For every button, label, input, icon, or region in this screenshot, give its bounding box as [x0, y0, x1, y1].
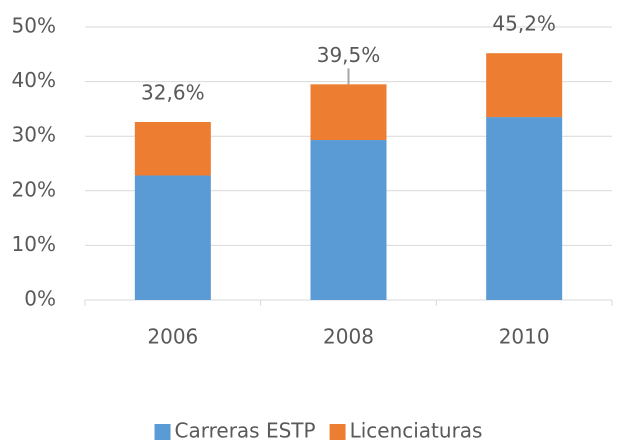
total-label: 32,6%: [141, 81, 205, 105]
x-tick-label: 2010: [499, 325, 550, 349]
bar-segment: [134, 175, 211, 300]
bar-segment: [310, 84, 387, 141]
y-tick-label: 10%: [12, 232, 56, 256]
y-tick-label: 40%: [12, 68, 56, 92]
total-label: 45,2%: [492, 12, 556, 36]
total-label: 39,5%: [317, 43, 381, 67]
bar-segment: [310, 140, 387, 300]
y-tick-label: 50%: [12, 14, 56, 38]
legend-swatch: [154, 424, 171, 440]
y-tick-label: 30%: [12, 123, 56, 147]
y-tick-label: 0%: [24, 287, 56, 311]
bar-segment: [486, 117, 563, 300]
y-tick-label: 20%: [12, 177, 56, 201]
x-tick-label: 2008: [323, 325, 374, 349]
legend-label: Licenciaturas: [350, 419, 483, 443]
x-tick-label: 2006: [147, 325, 198, 349]
legend-swatch: [329, 424, 346, 440]
legend-label: Carreras ESTP: [175, 419, 316, 443]
bar-segment: [134, 122, 211, 176]
bar-segment: [486, 53, 563, 118]
